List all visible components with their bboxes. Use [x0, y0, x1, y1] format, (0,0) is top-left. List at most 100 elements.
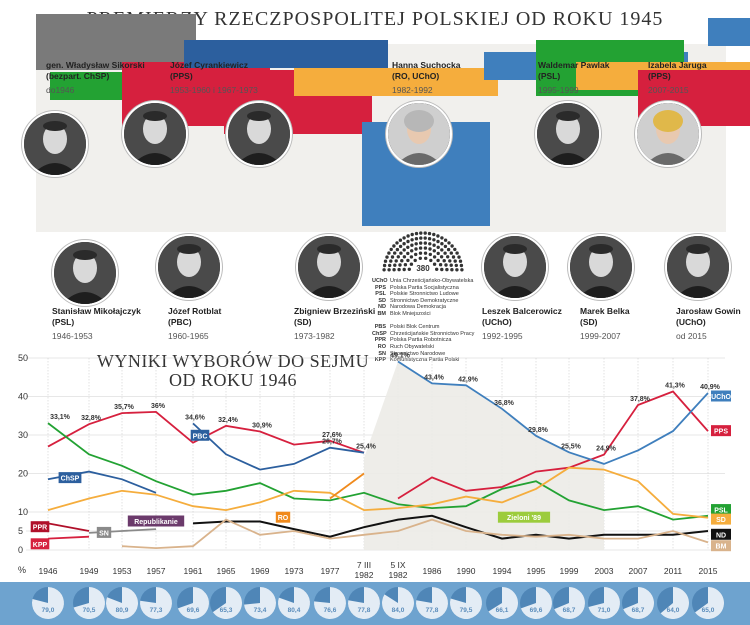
seat-legend-name: Polska Partia Socjalistyczna	[390, 284, 459, 291]
pm-name: Waldemar Pawlak	[538, 60, 610, 70]
seat-legend-item: PPR Polska Partia Robotnicza	[372, 337, 474, 344]
seat-dot	[432, 255, 437, 259]
seat-legend-abbr: PBS	[374, 324, 386, 331]
seat-dot	[423, 236, 427, 240]
timeline-block	[708, 18, 750, 46]
series-line	[192, 422, 365, 471]
legend-swatch	[711, 528, 731, 540]
turnout-pie-slice	[348, 587, 381, 619]
seat-dot	[402, 248, 406, 252]
data-label: 32,8%	[81, 415, 102, 422]
y-tick-label: 0	[18, 545, 23, 555]
seat-dot	[385, 255, 389, 259]
x-tick-label: 1995	[527, 566, 546, 576]
series-line	[47, 522, 90, 532]
chart-title-line2: OD ROKU 1946	[168, 370, 297, 390]
seat-legend-name: Ruch Obywatelski	[390, 343, 435, 350]
series-tag	[30, 521, 50, 533]
x-tick-label: 1977	[321, 566, 340, 576]
seat-legend-abbr: RO	[377, 343, 386, 350]
seat-dot	[432, 262, 437, 266]
x-tick-label: 1994	[493, 566, 512, 576]
pm-name-label: gen. Władysław Sikorski (bezpart. ChSP)	[46, 60, 145, 82]
data-label: 30,9%	[252, 423, 273, 430]
seat-dot	[428, 242, 432, 246]
seat-dot	[419, 241, 423, 245]
seat-total: 380	[416, 264, 430, 273]
seat-dot	[455, 268, 459, 272]
pm-years: 1995-1999	[538, 85, 579, 95]
pm-years: 1953-1960 i 1967-1973	[170, 85, 258, 95]
portrait-photo	[226, 101, 292, 167]
turnout-label: 65,3	[220, 607, 233, 614]
turnout-label: 68,7	[563, 607, 576, 614]
seat-dot	[410, 249, 414, 253]
x-tick-label: 1953	[113, 566, 132, 576]
seat-dot	[424, 256, 428, 260]
pm-party: (PSL)	[538, 71, 561, 81]
seat-legend-item: KPP Komunistyczna Partia Polski	[372, 357, 474, 364]
turnout-pie-slice	[450, 587, 483, 619]
pm-name: Jarosław Gowin	[676, 306, 741, 316]
portrait-photo	[122, 101, 188, 167]
legend-label: ND	[716, 532, 726, 539]
seat-dot	[409, 255, 414, 259]
data-label: 49,1%	[390, 352, 411, 359]
seat-dot	[450, 244, 454, 248]
seat-dot	[410, 238, 414, 242]
series-tag	[275, 511, 291, 523]
series-line	[47, 466, 709, 519]
chart-title-line1: WYNIKI WYBORÓW DO SEJMU	[96, 351, 370, 371]
seat-legend-name: Polski Blok Centrum	[390, 324, 440, 331]
seat-dot	[459, 263, 464, 268]
seat-dot	[406, 251, 410, 256]
x-tick-label: 1986	[423, 566, 442, 576]
pm-name-label: Izabela Jaruga (PPS)	[648, 60, 707, 82]
pm-party: (PBC)	[168, 317, 192, 327]
series-tag-label: PBC	[193, 433, 208, 440]
data-label: 33,1%	[50, 414, 71, 421]
series-tag-label: KPP	[33, 542, 48, 549]
y-tick-label: 40	[18, 392, 28, 402]
turnout-pie-slice	[588, 587, 620, 620]
x-tick-label: 2007	[629, 566, 648, 576]
seat-legend-name: Chrześcijańskie Stronnictwo Pracy	[390, 330, 475, 337]
turnout-label: 80,4	[288, 607, 301, 614]
series-tag	[190, 429, 210, 441]
turnout-label: 77,3	[150, 607, 163, 614]
seat-dot	[446, 247, 451, 252]
turnout-pie-slice	[554, 587, 586, 619]
seat-dot	[402, 255, 407, 259]
turnout-pie-slice	[520, 587, 552, 619]
seat-dot	[423, 231, 427, 235]
pm-party: (UChO)	[482, 317, 512, 327]
portrait-photo	[568, 234, 634, 300]
series-tag-label: Republikanie	[134, 519, 178, 526]
seat-dot	[414, 252, 418, 257]
seat-dot	[458, 259, 463, 263]
x-tick-label: 1965	[217, 566, 236, 576]
seat-dot	[410, 232, 414, 237]
pm-party: (PPS)	[170, 71, 193, 81]
series-line	[397, 390, 709, 500]
series-line	[47, 410, 365, 454]
legend-swatch	[711, 540, 731, 552]
seat-dot	[414, 247, 418, 251]
seat-legend-abbr: SN	[378, 350, 386, 357]
legend-label: PSL	[714, 508, 728, 515]
data-label: 29,8%	[528, 427, 549, 434]
pm-party: (UChO)	[676, 317, 706, 327]
data-label: 40,9%	[700, 384, 721, 391]
seat-dot	[398, 238, 403, 242]
turnout-pie-slice	[31, 587, 64, 619]
data-label: 26,7%	[322, 439, 343, 446]
series-line	[329, 472, 365, 500]
seat-dot	[449, 251, 453, 255]
seat-legend-item: ChSP Chrześcijańskie Stronnictwo Pracy	[372, 331, 474, 338]
pm-name: Marek Belka	[580, 306, 630, 316]
pm-name-label: Marek Belka (SD)	[580, 306, 630, 328]
pm-name: Leszek Balcerowicz	[482, 306, 562, 316]
x-tick-label: 1982	[355, 570, 374, 580]
seat-dot	[382, 263, 387, 268]
seat-dot	[423, 241, 427, 245]
